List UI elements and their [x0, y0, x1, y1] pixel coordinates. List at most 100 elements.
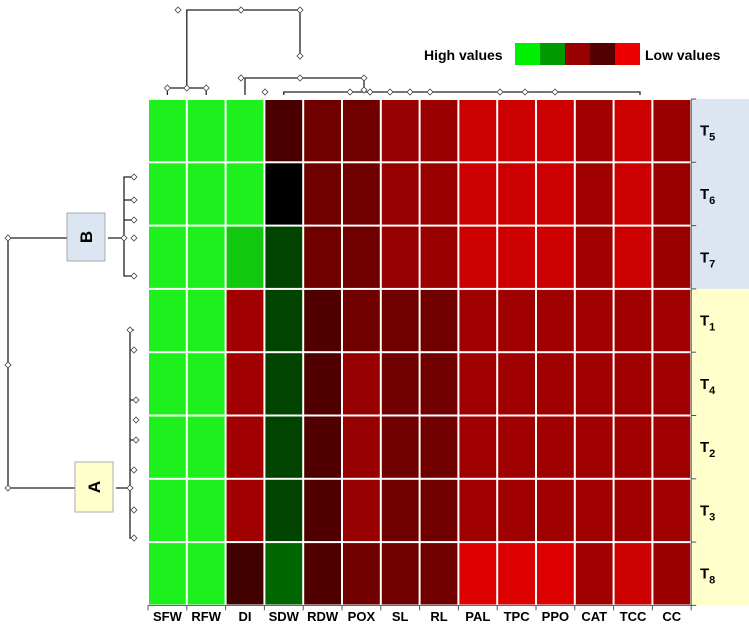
- heatmap-cell-t8-ppo: [537, 543, 574, 605]
- row-label-t7: T7: [700, 249, 715, 270]
- group-label-a: A: [85, 481, 104, 493]
- column-dendrogram: [163, 6, 641, 96]
- heatmap-cell-t6-tpc: [498, 163, 535, 225]
- group-labels: BA: [66, 212, 114, 513]
- heatmap-cell-t3-rdw: [304, 479, 341, 542]
- heatmap-cell-t3-tcc: [614, 479, 652, 542]
- heatmap-cell-t3-cat: [575, 479, 613, 542]
- heatmap-cell-t4-di: [226, 353, 264, 415]
- heatmap-cell-t4-sdw: [265, 353, 303, 415]
- heatmap-cell-t5-cat: [575, 100, 613, 162]
- column-label-sl: SL: [392, 609, 409, 624]
- row-labels: T5 T6 T7 T1 T4 T2 T3 T8: [700, 123, 716, 587]
- heatmap-cell-t2-cat: [575, 416, 613, 478]
- column-label-pal: PAL: [465, 609, 490, 624]
- heatmap-cell-t5-rl: [420, 100, 458, 162]
- heatmap-cell-t6-rfw: [187, 163, 225, 225]
- heatmap-cell-t2-pal: [459, 416, 497, 478]
- heatmap-cell-t7-pal: [459, 226, 497, 288]
- heatmap-cell-t7-tpc: [498, 226, 535, 288]
- heatmap-cell-t1-cc: [653, 289, 691, 352]
- heatmap-cell-t6-sfw: [149, 163, 186, 225]
- heatmap-cell-t6-cc: [653, 163, 691, 225]
- heatmap-cell-t3-sfw: [149, 479, 186, 542]
- heatmap-cell-t5-sfw: [149, 100, 186, 162]
- heatmap-cell-t1-sl: [381, 289, 419, 352]
- heatmap-cell-t3-pal: [459, 479, 497, 542]
- heatmap-cell-t6-rdw: [304, 163, 341, 225]
- row-label-t1: T1: [700, 313, 715, 334]
- heatmap-cell-t1-pal: [459, 289, 497, 352]
- heatmap-cell-t4-tpc: [498, 353, 535, 415]
- heatmap-cell-t4-ppo: [537, 353, 574, 415]
- row-label-t4: T4: [700, 376, 716, 397]
- dendro-link-left-root: [7, 238, 78, 489]
- heatmap-cell-t6-sdw: [265, 163, 303, 225]
- heatmap-cell-t6-pal: [459, 163, 497, 225]
- group-box-a: [74, 461, 114, 513]
- dendro-link-di: [244, 77, 365, 95]
- heatmap-cell-t4-pox: [343, 353, 380, 415]
- heatmap-cell-t2-tpc: [498, 416, 535, 478]
- heatmap-cell-t4-rfw: [187, 353, 225, 415]
- heatmap-cell-t8-pal: [459, 543, 497, 605]
- heatmap-cell-t8-cat: [575, 543, 613, 605]
- heatmap-cell-t1-tcc: [614, 289, 652, 352]
- heatmap-cell-t2-rdw: [304, 416, 341, 478]
- column-labels: SFW RFW DI SDW RDW POX SL RL PAL TPC PPO CAT TCC CC: [153, 609, 682, 624]
- heatmap-cell-t4-pal: [459, 353, 497, 415]
- heatmap-cell-t7-sl: [381, 226, 419, 288]
- heatmap-cell-t5-pal: [459, 100, 497, 162]
- heatmap-cell-t7-sfw: [149, 226, 186, 288]
- column-label-di: DI: [239, 609, 252, 624]
- heatmap-cell-t8-sdw: [265, 543, 303, 605]
- heatmap-cell-t4-sfw: [149, 353, 186, 415]
- heatmap-cell-t6-di: [226, 163, 264, 225]
- row-label-t5: T5: [700, 123, 715, 144]
- heatmap-cell-t8-sfw: [149, 543, 186, 605]
- row-label-t8: T8: [700, 566, 715, 587]
- heatmap-cell-t5-sl: [381, 100, 419, 162]
- heatmap-cell-t8-sl: [381, 543, 419, 605]
- column-label-cc: CC: [662, 609, 681, 624]
- heatmap-cell-t7-sdw: [265, 226, 303, 288]
- heatmap-cell-t2-rfw: [187, 416, 225, 478]
- heatmap-cell-t3-sdw: [265, 479, 303, 542]
- legend-swatch-2: [540, 43, 565, 65]
- heatmap-cell-t5-tcc: [614, 100, 652, 162]
- heatmap-cell-t7-cc: [653, 226, 691, 288]
- heatmap-cell-t8-rl: [420, 543, 458, 605]
- legend-low-label: Low values: [645, 47, 721, 63]
- heatmap-cell-t1-sfw: [149, 289, 186, 352]
- row-group-band-b: [691, 99, 749, 289]
- legend-high-label: High values: [424, 47, 503, 63]
- heatmap-cell-t6-ppo: [537, 163, 574, 225]
- group-label-b: B: [77, 231, 96, 243]
- legend-swatch-1: [515, 43, 540, 65]
- row-label-t3: T3: [700, 502, 715, 523]
- heatmap-cell-t7-di: [226, 226, 264, 288]
- column-label-sdw: SDW: [269, 609, 300, 624]
- heatmap-cell-t3-tpc: [498, 479, 535, 542]
- heatmap-cell-t6-pox: [343, 163, 380, 225]
- heatmap-cell-t3-di: [226, 479, 264, 542]
- legend-swatch-4: [590, 43, 615, 65]
- heatmap-cell-t5-sdw: [265, 100, 303, 162]
- heatmap-cell-t7-tcc: [614, 226, 652, 288]
- heatmap-cell-t8-di: [226, 543, 264, 605]
- heatmap-cell-t5-ppo: [537, 100, 574, 162]
- heatmap-cell-t3-ppo: [537, 479, 574, 542]
- heatmap-cell-t2-sl: [381, 416, 419, 478]
- heatmap-cell-t1-rl: [420, 289, 458, 352]
- heatmap-cell-t1-tpc: [498, 289, 535, 352]
- heatmap-cell-t8-rfw: [187, 543, 225, 605]
- heatmap-cell-t2-sfw: [149, 416, 186, 478]
- column-label-sfw: SFW: [153, 609, 183, 624]
- heatmap-cell-t3-cc: [653, 479, 691, 542]
- row-group-bands: [691, 99, 749, 606]
- heatmap-cell-t5-rfw: [187, 100, 225, 162]
- heatmap-cell-t4-rdw: [304, 353, 341, 415]
- heatmap-cell-t2-sdw: [265, 416, 303, 478]
- column-label-pox: POX: [348, 609, 376, 624]
- heatmap-cell-t4-tcc: [614, 353, 652, 415]
